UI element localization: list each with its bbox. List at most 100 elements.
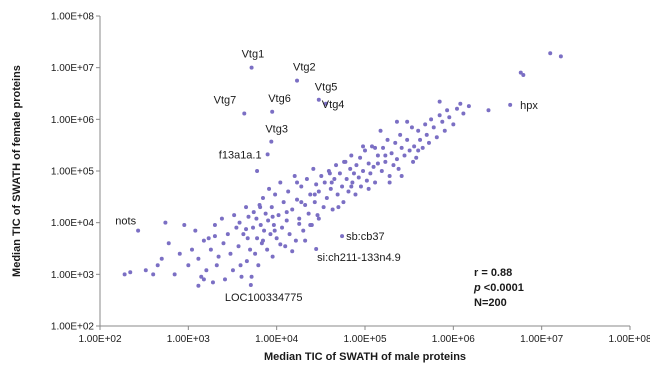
data-point xyxy=(398,132,403,137)
data-point xyxy=(346,189,351,194)
data-point xyxy=(281,200,286,205)
data-point xyxy=(316,216,321,221)
y-tick-label: 1.00E+07 xyxy=(51,63,95,74)
data-point xyxy=(379,169,384,173)
data-point xyxy=(308,192,313,197)
data-point xyxy=(219,216,224,221)
data-point xyxy=(266,218,271,223)
data-point xyxy=(375,153,380,158)
data-point xyxy=(424,132,429,137)
data-point xyxy=(418,137,423,142)
data-point xyxy=(407,148,412,153)
data-point xyxy=(228,251,233,256)
data-point xyxy=(254,216,259,221)
point-label: hpx xyxy=(520,100,538,112)
data-point xyxy=(342,159,347,164)
data-point xyxy=(216,254,221,259)
data-point xyxy=(267,186,272,191)
data-point xyxy=(265,247,270,252)
data-point xyxy=(260,238,265,243)
data-point xyxy=(311,166,316,171)
data-point xyxy=(270,254,275,259)
data-point xyxy=(340,234,345,239)
data-point xyxy=(351,171,356,176)
data-point xyxy=(323,101,328,106)
data-point xyxy=(278,180,283,185)
data-point xyxy=(356,175,361,180)
data-point xyxy=(212,234,217,239)
data-point xyxy=(344,177,349,182)
data-point xyxy=(349,184,354,189)
data-point xyxy=(248,283,253,288)
y-axis-title: Median TIC of SWATH of female proteins xyxy=(11,65,23,277)
y-tick-label: 1.00E+06 xyxy=(51,115,95,126)
data-point xyxy=(236,244,241,249)
data-point xyxy=(244,205,249,210)
data-point xyxy=(303,238,308,243)
data-point xyxy=(270,109,275,114)
data-point xyxy=(258,223,263,228)
data-point xyxy=(273,192,278,197)
data-point xyxy=(214,263,219,268)
data-point xyxy=(521,73,526,78)
data-point xyxy=(434,135,439,140)
data-point xyxy=(155,263,160,268)
data-point xyxy=(312,192,317,197)
data-point xyxy=(337,171,342,176)
point-label: Vtg2 xyxy=(293,62,316,74)
data-point xyxy=(295,197,300,202)
data-point xyxy=(363,148,367,153)
data-point xyxy=(293,238,298,243)
data-point xyxy=(299,184,304,189)
data-point xyxy=(383,153,388,158)
data-point xyxy=(172,272,177,277)
data-point xyxy=(330,207,335,212)
data-point xyxy=(196,283,201,288)
point-label: f13a1a.1 xyxy=(219,149,262,161)
data-point xyxy=(364,178,369,183)
data-point xyxy=(411,159,416,164)
data-point xyxy=(321,205,326,210)
data-point xyxy=(286,189,291,194)
data-point xyxy=(329,180,334,185)
x-tick-label: 1.00E+05 xyxy=(343,334,387,345)
point-labels: Vtg1 Vtg2 Vtg5 Vtg4 Vtg7 Vtg6 hpx Vtg3 f13a1a.1 n… xyxy=(115,49,538,304)
data-point xyxy=(295,78,300,83)
data-point xyxy=(451,122,456,127)
point-label: Vtg3 xyxy=(265,124,288,136)
data-point xyxy=(414,155,419,160)
data-point xyxy=(391,163,396,168)
data-point xyxy=(348,166,353,171)
data-point xyxy=(341,200,346,205)
data-point xyxy=(249,65,254,70)
data-point xyxy=(268,232,273,237)
data-point xyxy=(358,155,363,160)
data-point xyxy=(128,270,133,275)
data-point xyxy=(366,186,371,191)
data-point xyxy=(244,227,249,232)
data-point xyxy=(508,102,513,107)
data-point xyxy=(295,180,300,185)
data-point xyxy=(316,189,321,194)
data-point xyxy=(420,145,425,150)
y-tick-label: 1.00E+05 xyxy=(51,167,95,178)
y-axis-ticks: 1.00E+02 1.00E+03 1.00E+04 1.00E+05 1.00E+06… xyxy=(51,12,100,333)
stat-p: p <0.0001 xyxy=(473,282,524,294)
data-point xyxy=(336,205,341,210)
data-point xyxy=(303,202,308,207)
stat-p-symbol: p xyxy=(473,282,481,294)
data-point xyxy=(237,220,242,225)
data-point xyxy=(440,119,445,124)
data-point xyxy=(308,223,313,228)
data-point xyxy=(246,214,251,219)
data-point xyxy=(361,169,366,173)
data-point xyxy=(283,244,288,249)
data-point xyxy=(232,213,237,218)
data-point xyxy=(122,272,127,277)
data-point xyxy=(387,174,392,179)
data-point xyxy=(290,207,295,212)
y-tick-label: 1.00E+02 xyxy=(51,322,95,333)
data-point xyxy=(327,171,332,176)
data-point xyxy=(383,159,388,164)
data-point xyxy=(177,251,182,256)
